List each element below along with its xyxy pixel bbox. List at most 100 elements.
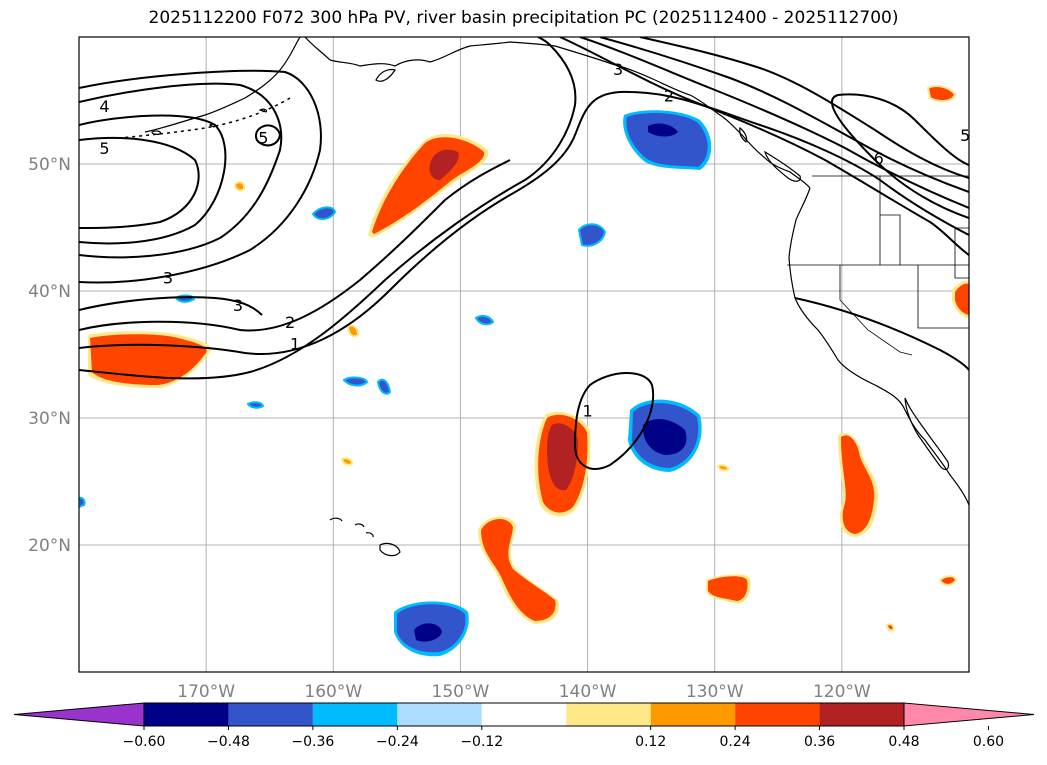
colorbar-tick-label: −0.24 [376,734,419,750]
pv-contour-3-west-south [79,296,263,316]
state-border [917,265,969,329]
pv-contour-3-west-inner [79,82,283,259]
coastline-haida-gwaii [739,126,748,143]
pv-contour-4-west [79,114,227,245]
colorbar-tick-label: 0.48 [888,734,919,750]
pv-contour-3-west-outer [79,69,322,284]
pv-contour-6 [831,93,969,219]
state-border [839,265,913,356]
pv-contour-2-north [559,37,969,256]
positive-anomaly-patch [429,149,459,180]
state-border [880,214,901,265]
coastline-kodiak [375,68,396,82]
negative-anomaly-patch [414,623,442,642]
positive-anomaly-patch [955,283,969,315]
state-borders [787,175,969,356]
longitude-labels: 170°W 160°W 150°W 140°W 130°W 120°W [177,682,871,702]
pv-contour-3-north [579,37,969,209]
negative-anomaly-patch [311,206,337,220]
pv-contour-5-west [79,136,200,229]
colorbar-segment [566,703,651,726]
map-frame [78,36,970,673]
lon-tick-label: 130°W [686,682,744,702]
colorbar-tick-label: −0.60 [123,734,166,750]
colorbar-tick-label: 0.60 [973,734,1004,750]
colorbar-segment [144,703,229,726]
pv-contour-label: 2 [664,87,674,106]
lat-tick-label: 40°N [28,282,71,302]
pv-contour-5-north [639,37,969,179]
colorbar-segment [735,703,820,726]
positive-anomaly-patch [481,519,556,621]
colorbar-tick-label: −0.48 [207,734,250,750]
negative-anomaly-patch [246,401,265,409]
colorbar-tick-label: 0.12 [635,734,666,750]
positive-anomaly-patch [346,324,360,338]
positive-anomaly-patch [233,181,246,192]
lat-tick-label: 30°N [28,409,71,429]
negative-anomaly-patch [577,223,607,247]
pv-contour-label: 3 [163,268,173,287]
pv-contours [79,37,969,470]
positive-anomaly-patch [547,423,578,491]
pv-contour-label: 3 [233,296,243,315]
colorbar-outline [143,702,905,727]
positive-anomaly-patch [926,85,957,103]
coastline-vancouver-island [763,150,801,182]
colorbar-segment [650,703,736,726]
pv-contour-2-upper [79,90,969,355]
positive-anomaly-patch [938,575,958,586]
pv-contour-label: 6 [874,149,884,168]
colorbar-extend-low [13,702,145,727]
pv-contour-2 [79,159,511,332]
colorbar-tick-label: 0.36 [804,734,835,750]
positive-anomaly-patch [716,464,730,472]
coastline-aleutian-islands [119,97,291,139]
pv-contour-1-south [794,297,969,371]
pv-contour-label: 5 [99,139,109,158]
positive-anomaly-patch [885,623,895,632]
negative-anomaly-patch [474,314,495,326]
colorbar-extend-high [903,702,1035,727]
colorbar-segment [312,703,398,726]
positive-anomaly-patch [372,137,485,234]
colorbar-tick-label: −0.36 [291,734,334,750]
positive-anomaly-patch [841,435,875,534]
pv-contour-label: 4 [99,97,109,116]
latitude-labels: 50°N 40°N 30°N 20°N [28,155,71,556]
coastline-alaska [304,37,811,189]
negative-anomaly-patch [648,123,678,137]
colorbar-segment [819,703,904,726]
coastline-west-coast [788,187,969,506]
coastlines [119,37,969,557]
lon-tick-label: 160°W [304,682,362,702]
lon-tick-label: 140°W [559,682,617,702]
map-title: 2025112200 F072 300 hPa PV, river basin … [148,8,899,28]
colorbar-segment [228,703,313,726]
pv-contour-label: 1 [290,334,300,353]
coastline-hawaii [379,542,401,557]
pv-contour-label: 5 [960,126,970,145]
graticule [79,37,969,672]
colorbar-tick-label: 0.24 [720,734,751,750]
negative-anomaly-patch [626,112,708,167]
positive-anomaly-patch [708,576,748,601]
colorbar-tick-label: −0.12 [460,734,503,750]
colorbar-segment [481,703,567,726]
lat-tick-label: 20°N [28,536,71,556]
pv-contour-label: 3 [613,60,623,79]
positive-anomaly-patch [90,334,207,385]
negative-anomaly-patch [376,378,392,395]
negative-anomaly-patch [79,496,86,509]
coastline-hawaii-islands [329,517,374,538]
pv-contour-labels: 4 5 5 3 3 2 1 3 2 1 6 5 [99,60,970,421]
pv-contour-label: 1 [582,402,592,421]
coastline-baja [904,397,950,471]
pv-contour-label: 5 [258,129,268,148]
lat-tick-label: 50°N [28,155,71,175]
coastline-alaska-peninsula [144,37,301,133]
positive-anomaly-patch [340,457,354,466]
pv-contour-1-cutoff [573,372,655,470]
lon-tick-label: 150°W [432,682,490,702]
